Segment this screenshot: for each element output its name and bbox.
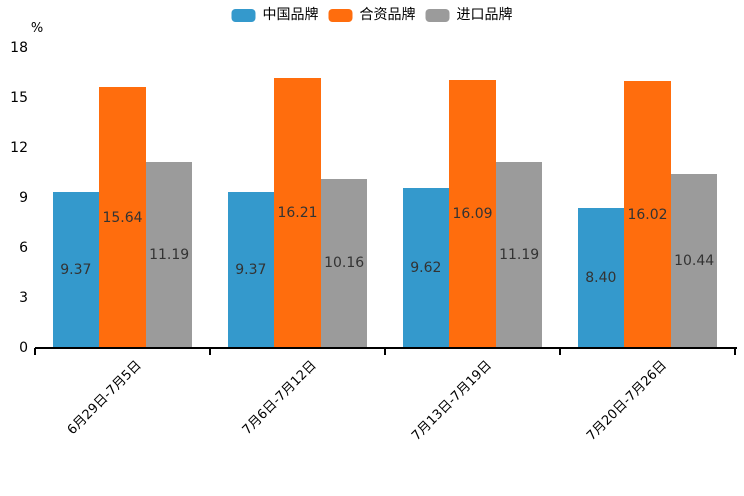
legend-label: 进口品牌 <box>456 7 513 23</box>
x-axis-line <box>35 347 737 349</box>
bar-series-1-group-1[interactable] <box>52 191 100 348</box>
legend-label: 中国品牌 <box>262 7 319 23</box>
bar-value-label: 9.37 <box>235 261 267 278</box>
y-axis-unit-label: % <box>30 21 44 36</box>
y-tick-label: 0 <box>19 340 28 356</box>
bar-value-label: 9.37 <box>60 261 92 278</box>
x-tick-label: 7月6日-7月12日 <box>240 358 321 438</box>
x-axis-tick-mark <box>34 348 36 355</box>
bar-value-label: 11.19 <box>499 246 540 263</box>
bar-value-label: 11.19 <box>149 246 190 263</box>
bar-value-label: 16.09 <box>452 205 493 222</box>
x-tick-label: 7月13日-7月19日 <box>409 358 496 444</box>
y-tick-label: 12 <box>10 140 28 156</box>
x-axis-tick-mark <box>384 348 386 355</box>
bar-series-2-group-1[interactable] <box>99 87 146 348</box>
x-tick-label: 7月20日-7月26日 <box>584 358 671 444</box>
bar-series-2-group-3[interactable] <box>449 79 496 348</box>
y-tick-label: 6 <box>19 240 28 256</box>
bar-value-label: 10.44 <box>674 253 715 269</box>
chart-legend: 中国品牌 合资品牌 进口品牌 <box>231 7 513 23</box>
legend-swatch-icon <box>328 8 353 22</box>
bar-series-1-group-4[interactable] <box>577 208 625 348</box>
legend-item-series-3[interactable]: 进口品牌 <box>425 7 513 23</box>
y-tick-label: 3 <box>19 290 28 306</box>
bar-value-label: 10.16 <box>324 255 365 272</box>
bar-series-2-group-4[interactable] <box>624 81 671 348</box>
bar-series-1-group-3[interactable] <box>402 187 450 348</box>
y-tick-label: 9 <box>19 190 28 206</box>
x-axis-tick-mark <box>559 348 561 355</box>
bar-value-label: 8.40 <box>585 270 617 286</box>
bar-series-3-group-4[interactable] <box>670 174 718 348</box>
bar-series-3-group-1[interactable] <box>145 161 193 348</box>
bar-series-2-group-2[interactable] <box>274 77 321 348</box>
legend-label: 合资品牌 <box>359 7 416 23</box>
legend-item-series-2[interactable]: 合资品牌 <box>328 7 416 23</box>
bar-value-label: 16.21 <box>277 204 318 221</box>
bar-value-label: 9.62 <box>410 259 442 276</box>
bar-series-1-group-2[interactable] <box>227 191 275 348</box>
bar-value-label: 16.02 <box>627 206 668 223</box>
y-tick-label: 15 <box>10 90 28 106</box>
x-axis-tick-mark <box>209 348 211 355</box>
bar-value-label: 15.64 <box>102 209 143 226</box>
x-tick-label: 6月29日-7月5日 <box>65 358 146 438</box>
legend-swatch-icon <box>231 8 256 22</box>
y-tick-label: 18 <box>10 40 28 56</box>
bar-series-3-group-3[interactable] <box>495 161 543 348</box>
x-axis-tick-mark <box>734 348 736 355</box>
legend-item-series-1[interactable]: 中国品牌 <box>231 7 319 23</box>
bar-series-3-group-2[interactable] <box>320 178 368 348</box>
legend-swatch-icon <box>425 8 450 22</box>
